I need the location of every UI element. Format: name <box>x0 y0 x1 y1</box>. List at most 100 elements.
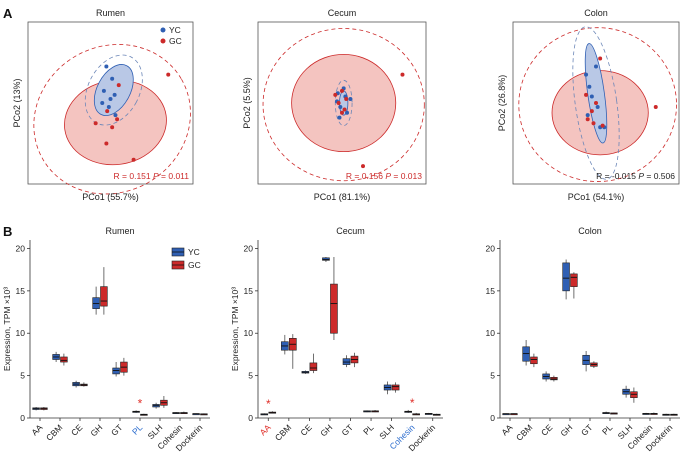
x-tick-label-pl: PL <box>600 422 615 437</box>
x-tick-label-gt: GT <box>579 422 594 437</box>
x-tick-label-cbm: CBM <box>273 422 293 442</box>
yc-point <box>345 110 350 115</box>
y-tick-label: 10 <box>244 328 254 338</box>
yc-confidence-ellipse <box>572 26 620 180</box>
y-axis-label: PCo2 (26.8%) <box>497 75 507 132</box>
gc-confidence-ellipse <box>33 44 191 195</box>
y-tick-label: 0 <box>20 413 25 423</box>
stat-r: R = -0.015 <box>596 171 638 181</box>
x-tick-label-gh: GH <box>88 422 104 438</box>
x-tick-label-pl: PL <box>361 422 376 437</box>
plot-title: Cecum <box>328 8 357 18</box>
gc-box-gh <box>100 286 108 307</box>
gc-point <box>342 107 347 112</box>
yc-point <box>589 94 594 99</box>
x-axis-label: PCo1 (81.1%) <box>314 192 371 202</box>
legend-marker-yc <box>160 27 166 33</box>
y-tick-label: 15 <box>486 286 496 296</box>
gc-point <box>105 109 110 114</box>
gc-point <box>104 141 109 146</box>
y-tick-label: 10 <box>16 328 26 338</box>
yc-point <box>108 96 113 101</box>
gc-point <box>585 117 590 122</box>
gc-point <box>361 164 365 169</box>
pcoa-plot-cecum: Cecum PCo1 (81.1%) PCo2 (5.5%) R = 0.156 P … <box>242 8 427 202</box>
stat-label: R = -0.015 P = 0.506 <box>596 171 675 181</box>
stat-label: R = 0.156 P = 0.013 <box>346 171 422 181</box>
y-axis-label: PCo2 (5.5%) <box>242 77 252 129</box>
x-tick-label-aa: AA <box>29 422 44 437</box>
yc-point <box>112 92 117 97</box>
yc-point <box>584 72 589 77</box>
stat-p-label: P <box>385 171 391 181</box>
gc-point <box>93 121 98 126</box>
yc-point <box>110 76 115 81</box>
plot-title: Colon <box>584 8 608 18</box>
y-tick-label: 15 <box>244 286 254 296</box>
legend-label-gc: GC <box>169 36 182 46</box>
y-tick-label: 10 <box>486 328 496 338</box>
stat-r: R = 0.151 <box>114 171 153 181</box>
x-tick-label-gt: GT <box>339 422 354 437</box>
gc-confidence-ellipse <box>518 27 677 182</box>
plot-title: Cecum <box>336 226 365 236</box>
gc-point <box>116 83 121 88</box>
gc-point <box>131 157 136 162</box>
gc-point <box>653 105 658 110</box>
stat-p-label: P <box>153 171 159 181</box>
significance-mark: * <box>410 396 415 410</box>
gc-point <box>600 123 605 128</box>
yc-point <box>337 115 342 120</box>
x-tick-label-aa: AA <box>499 422 514 437</box>
x-tick-label-gh: GH <box>558 422 574 438</box>
y-tick-label: 20 <box>244 243 254 253</box>
gc-point <box>400 72 405 77</box>
gc-point <box>110 125 115 130</box>
stat-r: R = 0.156 <box>346 171 385 181</box>
yc-point <box>594 64 598 69</box>
x-axis-label: PCo1 (55.7%) <box>82 192 139 202</box>
stat-p-value: = 0.013 <box>391 171 422 181</box>
gc-point <box>344 96 349 101</box>
pcoa-plot-colon: Colon PCo1 (54.1%) PCo2 (26.8%) R = -0.015 … <box>497 8 680 202</box>
plot-title: Rumen <box>96 8 125 18</box>
gc-point <box>340 88 344 93</box>
plot-title: Rumen <box>105 226 134 236</box>
x-tick-label-aa: AA <box>258 422 273 437</box>
gc-point <box>591 121 596 126</box>
yc-point <box>113 113 118 118</box>
x-tick-label-ce: CE <box>298 422 314 438</box>
gc-point <box>598 56 603 61</box>
yc-point <box>100 101 105 105</box>
boxplot-cecum: Cecum 0 5 10 15 20 Expression, TPM ×10³ AA CBM CE… <box>230 226 443 453</box>
gc-point <box>584 92 589 97</box>
yc-point <box>595 105 600 110</box>
gc-point <box>589 109 594 114</box>
plot-frame <box>257 21 427 185</box>
plot-frame <box>512 21 680 185</box>
yc-point <box>587 84 592 89</box>
gc-point <box>115 117 120 122</box>
yc-point <box>348 96 353 101</box>
yc-point <box>101 88 106 93</box>
significance-mark: * <box>138 396 143 410</box>
y-tick-label: 5 <box>20 371 25 381</box>
yc-box-gh <box>562 262 570 292</box>
yc-point <box>585 113 590 118</box>
y-tick-label: 20 <box>16 243 26 253</box>
panel-b-label: B <box>3 224 12 239</box>
pcoa-plot-rumen: Rumen PCo1 (55.7%) PCo2 (13%) R = 0.151 P =… <box>12 8 194 202</box>
yc-point <box>106 105 111 110</box>
y-axis-label: Expression, TPM ×10³ <box>2 287 12 371</box>
gc-confidence-ellipse <box>262 28 425 182</box>
gc-box-cbm <box>60 356 68 363</box>
y-tick-label: 0 <box>490 413 495 423</box>
x-tick-label-ce: CE <box>69 422 85 438</box>
legend-label-gc: GC <box>188 260 201 270</box>
legend-label-yc: YC <box>169 25 181 35</box>
yc-point <box>104 64 109 69</box>
gc-point <box>333 92 338 97</box>
gc-box-ce <box>309 362 318 371</box>
panel-a-label: A <box>3 6 13 21</box>
